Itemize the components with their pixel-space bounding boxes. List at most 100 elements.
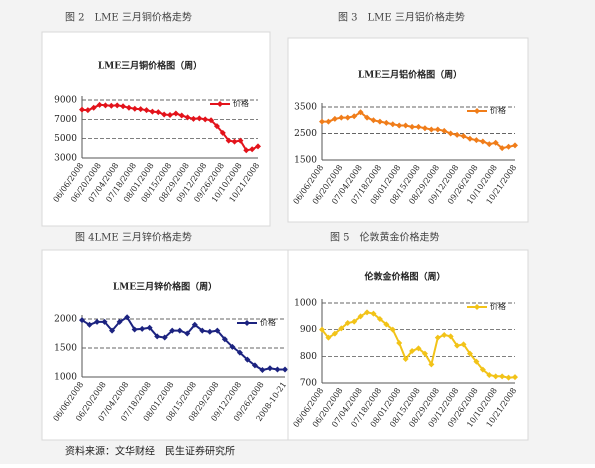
legend-label: 价格 xyxy=(490,105,506,115)
point-marker xyxy=(421,125,428,132)
point-marker xyxy=(331,115,338,122)
point-marker xyxy=(428,361,435,368)
point-marker xyxy=(114,102,121,109)
point-marker xyxy=(161,111,168,118)
point-marker xyxy=(505,143,512,150)
legend-marker xyxy=(244,320,250,326)
y-tick-label: 5000 xyxy=(54,134,77,144)
y-tick-label: 2500 xyxy=(294,129,317,139)
source-note: 资料来源：文华财经 民生证券研究所 xyxy=(65,445,235,458)
point-marker xyxy=(473,358,480,365)
point-marker xyxy=(137,106,144,113)
point-marker xyxy=(325,334,332,341)
y-tick-label: 1500 xyxy=(54,344,77,354)
point-marker xyxy=(421,350,428,357)
series-line xyxy=(81,315,285,372)
y-tick-label: 1000 xyxy=(54,373,77,383)
point-marker xyxy=(319,326,325,333)
legend-label: 价格 xyxy=(260,317,276,327)
point-marker xyxy=(191,321,198,328)
point-marker xyxy=(331,330,338,337)
point-marker xyxy=(90,104,97,111)
point-marker xyxy=(319,118,325,125)
chart-panel xyxy=(41,249,299,441)
point-marker xyxy=(434,334,441,341)
point-marker xyxy=(473,137,480,144)
chart-panel xyxy=(287,37,529,223)
chart-title: LME三月铝价格图（周） xyxy=(358,69,462,81)
y-tick-label: 1500 xyxy=(294,156,317,166)
point-marker xyxy=(447,333,454,340)
figure-caption: 图 3 LME 三月铝价格走势 xyxy=(338,11,465,24)
point-marker xyxy=(499,373,506,380)
point-marker xyxy=(389,326,396,333)
point-marker xyxy=(351,113,358,120)
point-marker xyxy=(243,147,250,154)
point-marker xyxy=(357,313,364,320)
legend-label: 价格 xyxy=(233,98,249,108)
point-marker xyxy=(274,366,281,373)
point-marker xyxy=(202,116,209,123)
point-marker xyxy=(460,133,467,140)
chart-title: 伦敦金价格图（周） xyxy=(364,271,445,283)
y-tick-label: 7000 xyxy=(54,115,77,125)
point-marker xyxy=(244,356,251,363)
point-marker xyxy=(214,327,221,334)
point-marker xyxy=(108,102,115,109)
point-marker xyxy=(146,324,153,331)
point-marker xyxy=(409,348,416,354)
point-marker xyxy=(351,318,358,325)
point-marker xyxy=(454,131,461,138)
chart-title: LME三月铜价格图（周） xyxy=(98,60,202,72)
point-marker xyxy=(479,366,486,373)
point-marker xyxy=(376,118,383,125)
chart-title: LME三月锌价格图（周） xyxy=(113,281,217,293)
point-marker xyxy=(231,138,238,145)
point-marker xyxy=(251,362,258,369)
point-marker xyxy=(178,112,185,119)
point-marker xyxy=(389,121,396,128)
y-tick-label: 9000 xyxy=(54,96,77,106)
point-marker xyxy=(139,325,146,332)
point-marker xyxy=(79,106,85,113)
point-marker xyxy=(84,107,91,114)
y-tick-label: 3500 xyxy=(294,103,317,113)
point-marker xyxy=(131,105,138,112)
point-marker xyxy=(402,356,409,362)
point-marker xyxy=(492,139,499,146)
y-tick-label: 3000 xyxy=(54,154,77,164)
point-marker xyxy=(236,349,243,356)
point-marker xyxy=(344,320,351,326)
point-marker xyxy=(499,145,506,152)
point-marker xyxy=(79,317,85,324)
point-marker xyxy=(364,114,371,121)
point-marker xyxy=(149,108,156,115)
point-marker xyxy=(94,318,101,325)
point-marker xyxy=(447,130,454,137)
point-marker xyxy=(116,318,123,325)
point-marker xyxy=(143,107,150,114)
y-tick-label: 1000 xyxy=(294,299,317,309)
point-marker xyxy=(154,333,161,340)
point-marker xyxy=(155,109,162,116)
point-marker xyxy=(460,341,467,348)
point-marker xyxy=(206,328,213,335)
point-marker xyxy=(466,350,473,357)
point-marker xyxy=(102,102,109,109)
point-marker xyxy=(184,330,191,337)
chart-panel xyxy=(287,249,529,441)
point-marker xyxy=(176,327,183,334)
point-marker xyxy=(338,114,345,121)
point-marker xyxy=(124,314,131,321)
point-marker xyxy=(131,326,138,333)
point-marker xyxy=(344,114,351,121)
point-marker xyxy=(255,143,261,150)
figure-caption: 图 5 伦敦黄金价格走势 xyxy=(330,231,440,244)
y-tick-label: 900 xyxy=(300,325,317,335)
point-marker xyxy=(86,321,93,328)
y-tick-label: 2000 xyxy=(54,315,77,325)
point-marker xyxy=(505,374,512,381)
point-marker xyxy=(466,135,473,142)
point-marker xyxy=(208,117,215,124)
